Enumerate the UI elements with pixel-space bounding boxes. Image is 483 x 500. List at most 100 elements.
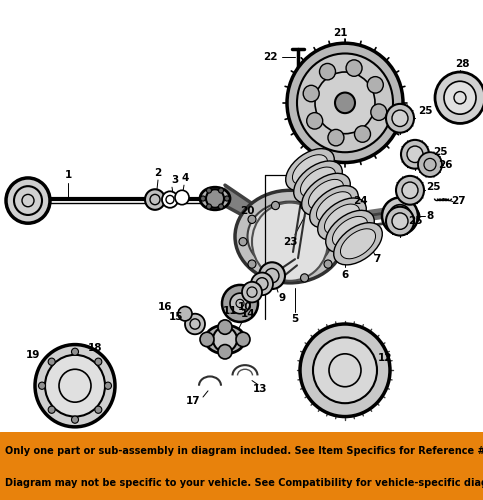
Ellipse shape (310, 186, 358, 228)
Ellipse shape (332, 216, 368, 246)
Text: Diagram may not be specific to your vehicle. See Compatibility for vehicle-speci: Diagram may not be specific to your vehi… (5, 478, 483, 488)
Circle shape (313, 338, 377, 403)
Circle shape (351, 212, 369, 231)
Circle shape (39, 382, 45, 390)
Ellipse shape (294, 161, 342, 203)
Text: 14: 14 (241, 308, 256, 318)
Circle shape (335, 92, 355, 113)
Circle shape (409, 207, 412, 211)
Circle shape (271, 202, 280, 209)
Circle shape (396, 176, 424, 204)
Text: 18: 18 (88, 342, 102, 352)
Ellipse shape (309, 180, 343, 210)
Circle shape (300, 324, 390, 416)
Text: 21: 21 (333, 28, 347, 38)
Ellipse shape (326, 210, 374, 252)
Ellipse shape (285, 148, 334, 191)
Circle shape (230, 293, 250, 314)
Circle shape (271, 274, 280, 282)
Circle shape (222, 285, 258, 322)
Circle shape (401, 140, 429, 168)
Text: 5: 5 (291, 314, 298, 324)
Circle shape (331, 212, 359, 240)
Circle shape (259, 262, 285, 289)
Circle shape (324, 260, 332, 268)
Circle shape (213, 327, 237, 352)
Circle shape (386, 104, 414, 132)
Circle shape (218, 320, 232, 334)
Circle shape (346, 60, 362, 76)
Text: 8: 8 (426, 211, 434, 221)
Circle shape (248, 215, 256, 224)
Text: 25: 25 (408, 216, 422, 226)
Circle shape (239, 238, 247, 246)
Circle shape (162, 192, 178, 208)
Circle shape (251, 272, 273, 295)
Text: 4: 4 (181, 173, 189, 183)
Ellipse shape (235, 190, 345, 283)
Ellipse shape (325, 204, 359, 234)
Circle shape (45, 355, 105, 416)
Text: 26: 26 (438, 160, 452, 170)
Circle shape (242, 282, 262, 302)
Circle shape (225, 196, 229, 201)
Text: 15: 15 (169, 312, 183, 322)
Circle shape (35, 344, 115, 427)
Ellipse shape (316, 192, 352, 222)
Text: Only one part or sub-assembly in diagram included. See Item Specifics for Refere: Only one part or sub-assembly in diagram… (5, 446, 483, 456)
Text: 24: 24 (353, 196, 367, 205)
Circle shape (185, 314, 205, 334)
Circle shape (200, 196, 205, 201)
Circle shape (414, 214, 418, 218)
Ellipse shape (292, 154, 327, 184)
Text: 22: 22 (264, 52, 278, 62)
Circle shape (300, 274, 309, 282)
Ellipse shape (200, 187, 230, 210)
Circle shape (392, 214, 396, 218)
Circle shape (71, 416, 79, 424)
Circle shape (145, 190, 165, 210)
Text: 28: 28 (455, 59, 469, 69)
Circle shape (303, 86, 319, 102)
Circle shape (402, 182, 418, 198)
Ellipse shape (247, 202, 332, 272)
Circle shape (389, 204, 411, 228)
Circle shape (206, 190, 224, 208)
Text: 7: 7 (373, 254, 381, 264)
Circle shape (207, 204, 212, 209)
Text: 17: 17 (185, 396, 200, 406)
Circle shape (95, 358, 102, 366)
Circle shape (252, 202, 328, 281)
Text: 6: 6 (341, 270, 349, 280)
Circle shape (175, 190, 189, 204)
Text: 25: 25 (426, 182, 440, 192)
Circle shape (319, 64, 336, 80)
Circle shape (355, 126, 370, 142)
Circle shape (48, 358, 55, 366)
Text: 23: 23 (283, 236, 297, 246)
Ellipse shape (318, 198, 366, 240)
Circle shape (297, 54, 393, 152)
Circle shape (236, 332, 250, 346)
Circle shape (328, 130, 344, 146)
Circle shape (392, 110, 408, 126)
Circle shape (200, 332, 214, 346)
Text: 13: 13 (253, 384, 267, 394)
Text: 10: 10 (238, 302, 252, 312)
Circle shape (435, 72, 483, 124)
Circle shape (48, 406, 55, 413)
Circle shape (382, 198, 418, 234)
Circle shape (71, 348, 79, 356)
Text: 9: 9 (278, 294, 285, 304)
Text: 1: 1 (64, 170, 71, 180)
Circle shape (367, 76, 384, 93)
Text: 25: 25 (418, 106, 432, 116)
Circle shape (207, 188, 212, 193)
Circle shape (95, 406, 102, 413)
Circle shape (218, 344, 232, 359)
Circle shape (300, 202, 309, 209)
Circle shape (6, 178, 50, 223)
Text: 20: 20 (241, 206, 255, 216)
Ellipse shape (302, 174, 350, 216)
Text: 2: 2 (155, 168, 162, 178)
